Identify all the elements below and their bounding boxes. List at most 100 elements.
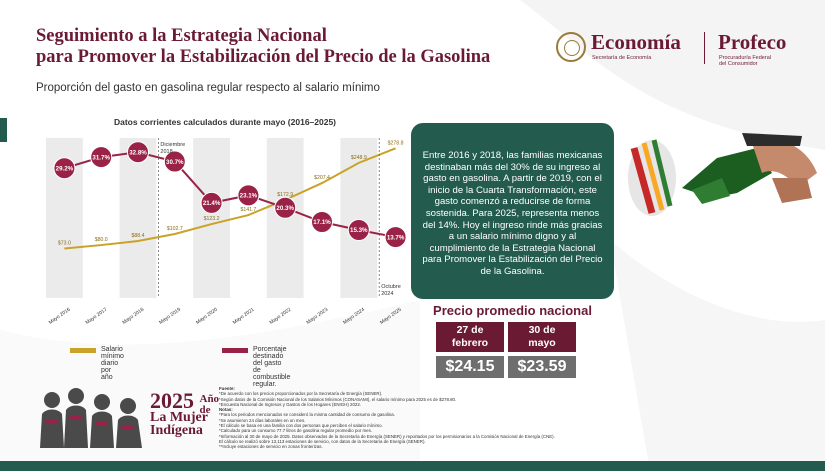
percent-series-line	[64, 151, 396, 239]
economia-subtitle: Secretaría de Economía	[592, 55, 652, 61]
percent-point	[237, 184, 260, 207]
salary-data-label: $172.9	[277, 192, 293, 198]
profeco-subtitle: Procuraduría Federal del Consumidor	[719, 55, 789, 67]
percent-point	[311, 211, 333, 233]
price-date-2-line-1: 30 de	[528, 324, 556, 336]
notas-label: Notas:	[219, 407, 233, 413]
price-title: Precio promedio nacional	[433, 303, 592, 318]
page-title: Seguimiento a la Estrategia Nacional par…	[36, 26, 490, 68]
title-line-1: Seguimiento a la Estrategia Nacional	[36, 26, 327, 46]
percent-data-label: 29.2%	[56, 165, 74, 172]
salary-data-label: $80.0	[95, 237, 108, 243]
nota-3: *El cálculo se basa en una familia con d…	[219, 423, 383, 429]
x-tick-label: Mayo 2019	[158, 307, 182, 326]
percent-data-label: 17.1%	[313, 219, 331, 226]
price-date-2-line-2: mayo	[528, 337, 556, 349]
year-small-text: Año de	[199, 393, 220, 416]
legend-salary-label: Salario mínimo diario por año	[101, 346, 124, 381]
fuente-label: Fuente:	[219, 386, 235, 391]
profeco-sub-2: del Consumidor	[719, 61, 758, 67]
year-2025: 2025 Año de	[150, 390, 232, 416]
logo-divider	[704, 32, 705, 64]
info-box: Entre 2016 y 2018, las familias mexicana…	[411, 123, 614, 299]
salary-data-label: $102.7	[167, 226, 183, 232]
x-tick-label: Mayo 2018	[121, 307, 145, 326]
annotation-label: 2018	[160, 149, 172, 155]
chart-band	[193, 138, 230, 298]
nota-1: *Para los periodos mencionados se consid…	[219, 412, 395, 418]
fuente-1: *De acuerdo con los precios proporcionad…	[219, 391, 383, 397]
national-seal-icon	[556, 32, 586, 62]
accent-tab	[0, 118, 7, 142]
nota-5: *Información al 30 de mayo de 2025. Dato…	[219, 433, 555, 439]
chart-band	[119, 138, 157, 298]
page-subtitle: Proporción del gasto en gasolina regular…	[36, 82, 380, 94]
profeco-sub-1: Procuraduría Federal	[719, 55, 771, 61]
percent-point	[384, 226, 407, 249]
legend-percent-line-1: Porcentaje destinado del gasto	[253, 346, 287, 367]
x-tick-label: Mayo 2016	[48, 307, 72, 326]
price-date-1-line-2: febrero	[451, 337, 489, 349]
legend-percent-label: Porcentaje destinado del gasto de combus…	[253, 346, 290, 388]
indigenous-women-illustration	[40, 388, 142, 448]
gasoline-chart: Datos corrientes calculados durante mayo…	[46, 117, 407, 326]
title-line-2: para Promover la Estabilización del Prec…	[36, 47, 491, 67]
year-line-2: La Mujer	[150, 410, 208, 425]
percent-data-label: 32.8%	[129, 149, 147, 156]
percent-point	[90, 146, 113, 169]
footnotes: Fuente: *De acuerdo con los precios prop…	[219, 386, 639, 450]
percent-data-label: 15.3%	[350, 227, 368, 234]
percent-data-label: 20.3%	[276, 205, 294, 212]
salary-data-label: $278.8	[388, 140, 404, 146]
annotation-label: 2024	[381, 291, 393, 297]
x-tick-label: Mayo 2022	[269, 307, 293, 326]
salary-data-label: $207.4	[314, 175, 330, 181]
nota-2: *Se asumieron 24 días laborales en un me…	[219, 417, 306, 423]
legend-salary-swatch	[70, 348, 96, 353]
bottom-bar	[0, 461, 825, 471]
price-date-2: 30 de mayo	[508, 322, 576, 352]
nota-7: **Incluye estaciones de servicio en zona…	[219, 444, 323, 450]
percent-data-label: 30.7%	[166, 159, 184, 166]
percent-point	[53, 157, 76, 180]
percent-point	[274, 196, 297, 219]
profeco-logo: Profeco	[718, 30, 787, 54]
x-tick-label: Mayo 2024	[342, 307, 366, 326]
chart-band	[340, 138, 378, 298]
price-value-1: $24.15	[436, 356, 504, 378]
x-tick-label: Mayo 2020	[195, 307, 219, 326]
nota-4: *Calculado para un consumo 77.7 litros d…	[219, 428, 373, 434]
year-number: 2025	[150, 388, 194, 413]
x-tick-label: Mayo 2017	[85, 307, 109, 326]
price-value-2: $23.59	[508, 356, 576, 378]
fuente-3: *Encuesta Nacional de Ingresos y Gastos …	[219, 401, 362, 407]
gas-pump-nozzle-icon	[628, 133, 817, 216]
salary-data-label: $123.2	[204, 216, 220, 222]
price-date-1: 27 de febrero	[436, 322, 504, 352]
salary-data-label: $88.4	[132, 233, 145, 239]
legend-percent-swatch	[222, 348, 248, 353]
economia-logo: Economía	[591, 30, 681, 54]
percent-data-label: 21.4%	[203, 200, 221, 207]
percent-data-label: 13.7%	[387, 234, 405, 241]
annotation-label: Octubre	[381, 284, 401, 290]
x-tick-label: Mayo 2021	[232, 307, 256, 326]
percent-point	[347, 219, 370, 241]
nota-6: El cálculo se realizó sobre 13,113 estac…	[219, 438, 426, 444]
percent-point	[200, 191, 223, 214]
x-tick-label: Mayo 2023	[305, 307, 329, 326]
annotation-label: Diciembre	[160, 142, 185, 148]
percent-point	[127, 141, 149, 164]
chart-title: Datos corrientes calculados durante mayo…	[114, 117, 336, 127]
salary-data-label: $141.7	[240, 207, 256, 213]
percent-point	[163, 150, 186, 173]
percent-data-label: 23.1%	[240, 193, 258, 200]
legend-percent-line-2: de combustible regular.	[253, 367, 291, 388]
salary-data-label: $248.9	[351, 155, 367, 161]
year-line-3: Indígena	[150, 423, 203, 438]
salary-data-label: $73.0	[58, 240, 71, 246]
percent-data-label: 31.7%	[92, 154, 110, 161]
fuente-2: *Según datos de la Comisión Nacional de …	[219, 396, 457, 402]
x-tick-label: Mayo 2025	[379, 307, 403, 326]
price-date-1-line-1: 27 de	[456, 324, 484, 336]
